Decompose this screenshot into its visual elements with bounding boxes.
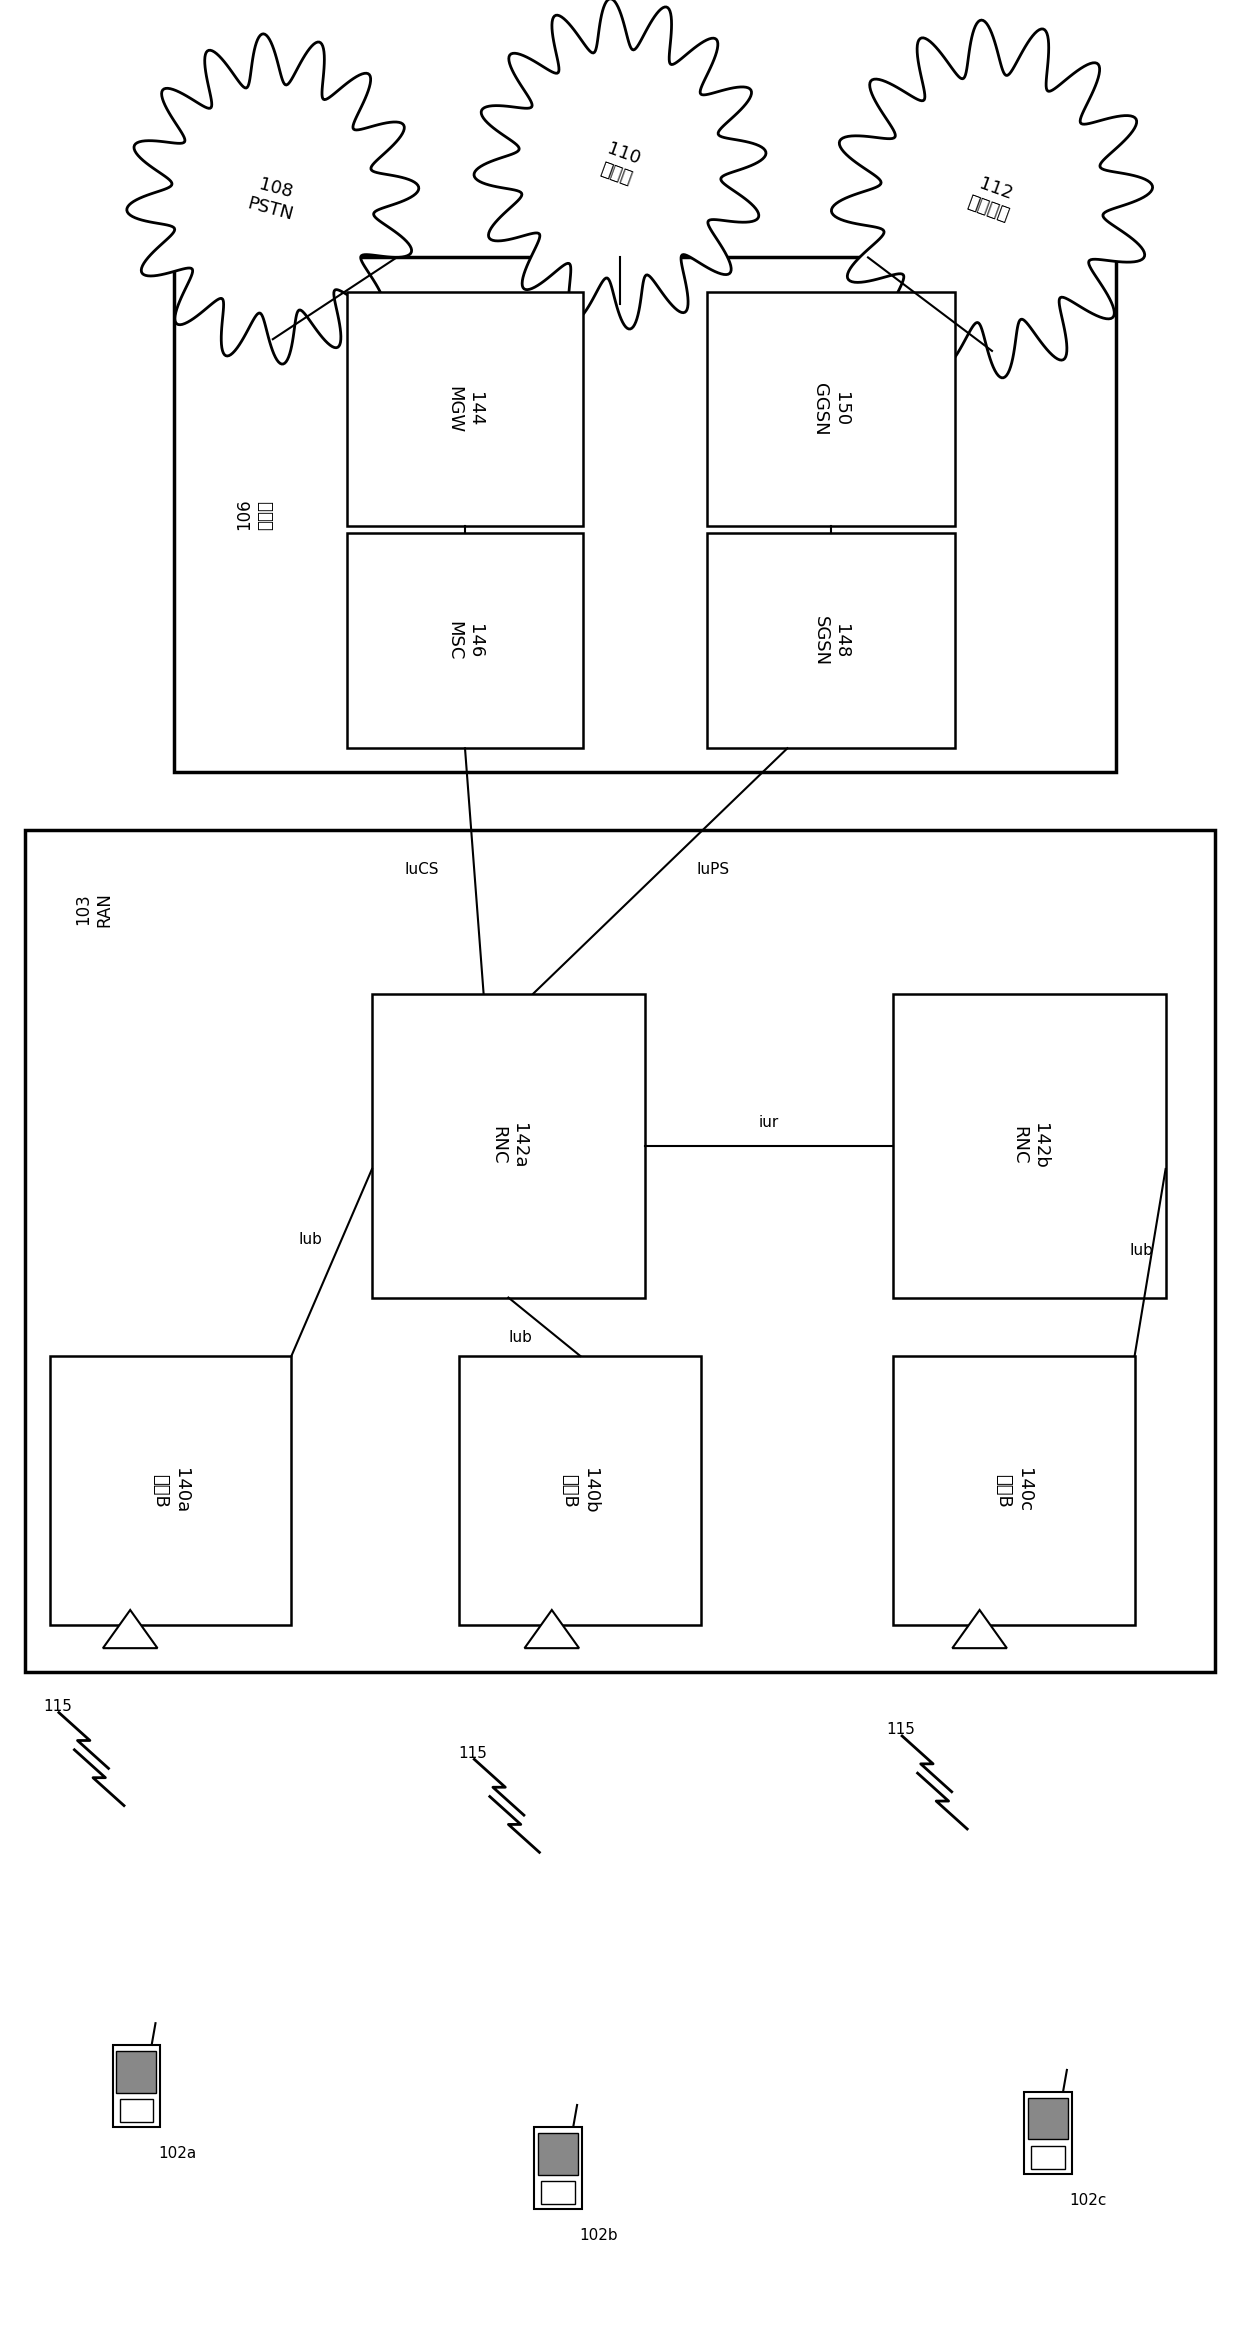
Text: 140a
节点B: 140a 节点B [151, 1468, 190, 1513]
Bar [347, 292, 583, 526]
Polygon shape [952, 1611, 1007, 1648]
Bar [25, 830, 1215, 1672]
Text: 102c: 102c [1069, 2193, 1107, 2207]
Text: Iub: Iub [508, 1330, 533, 1344]
Bar [893, 1356, 1135, 1625]
Polygon shape [126, 33, 419, 365]
Bar [174, 257, 1116, 772]
Text: Iub: Iub [1130, 1244, 1153, 1258]
Bar [459, 1356, 701, 1625]
Text: 102a: 102a [159, 2146, 196, 2160]
Text: 148
SGSN: 148 SGSN [811, 615, 851, 666]
Bar [893, 994, 1166, 1298]
Text: iur: iur [759, 1115, 779, 1129]
Text: 146
MSC: 146 MSC [445, 622, 485, 659]
Bar [707, 292, 955, 526]
Text: 103
RAN: 103 RAN [74, 893, 113, 926]
Text: 108
PSTN: 108 PSTN [246, 173, 300, 224]
Bar [1028, 2097, 1068, 2139]
Bar [50, 1356, 291, 1625]
Bar [120, 2100, 153, 2123]
Text: 142a
RNC: 142a RNC [489, 1122, 528, 1169]
Polygon shape [474, 0, 766, 330]
Text: 150
GGSN: 150 GGSN [811, 383, 851, 435]
Text: 115: 115 [459, 1746, 487, 1761]
Bar [117, 2050, 156, 2093]
Bar [542, 2181, 574, 2205]
Bar [707, 533, 955, 748]
Text: 115: 115 [887, 1723, 915, 1737]
Bar [1032, 2146, 1064, 2170]
Text: 102b: 102b [580, 2228, 619, 2242]
Text: 140c
节点B: 140c 节点B [994, 1468, 1033, 1513]
Text: 142b
RNC: 142b RNC [1009, 1122, 1049, 1169]
Text: IuCS: IuCS [404, 863, 439, 877]
Text: 106
核心网: 106 核心网 [236, 498, 274, 531]
Bar [347, 533, 583, 748]
Text: 112
其他网络: 112 其他网络 [965, 173, 1019, 224]
Bar [1024, 2093, 1071, 2174]
Text: IuPS: IuPS [697, 863, 729, 877]
Text: Iub: Iub [298, 1232, 322, 1246]
Text: 144
MGW: 144 MGW [445, 386, 485, 433]
Text: 115: 115 [43, 1700, 72, 1714]
Bar [372, 994, 645, 1298]
Bar [538, 2132, 578, 2174]
Polygon shape [832, 21, 1153, 379]
Text: 140b
节点B: 140b 节点B [560, 1468, 599, 1513]
Polygon shape [525, 1611, 579, 1648]
Bar [534, 2128, 582, 2209]
Bar [113, 2046, 160, 2128]
Text: 110
图特网: 110 图特网 [598, 140, 642, 187]
Polygon shape [103, 1611, 157, 1648]
